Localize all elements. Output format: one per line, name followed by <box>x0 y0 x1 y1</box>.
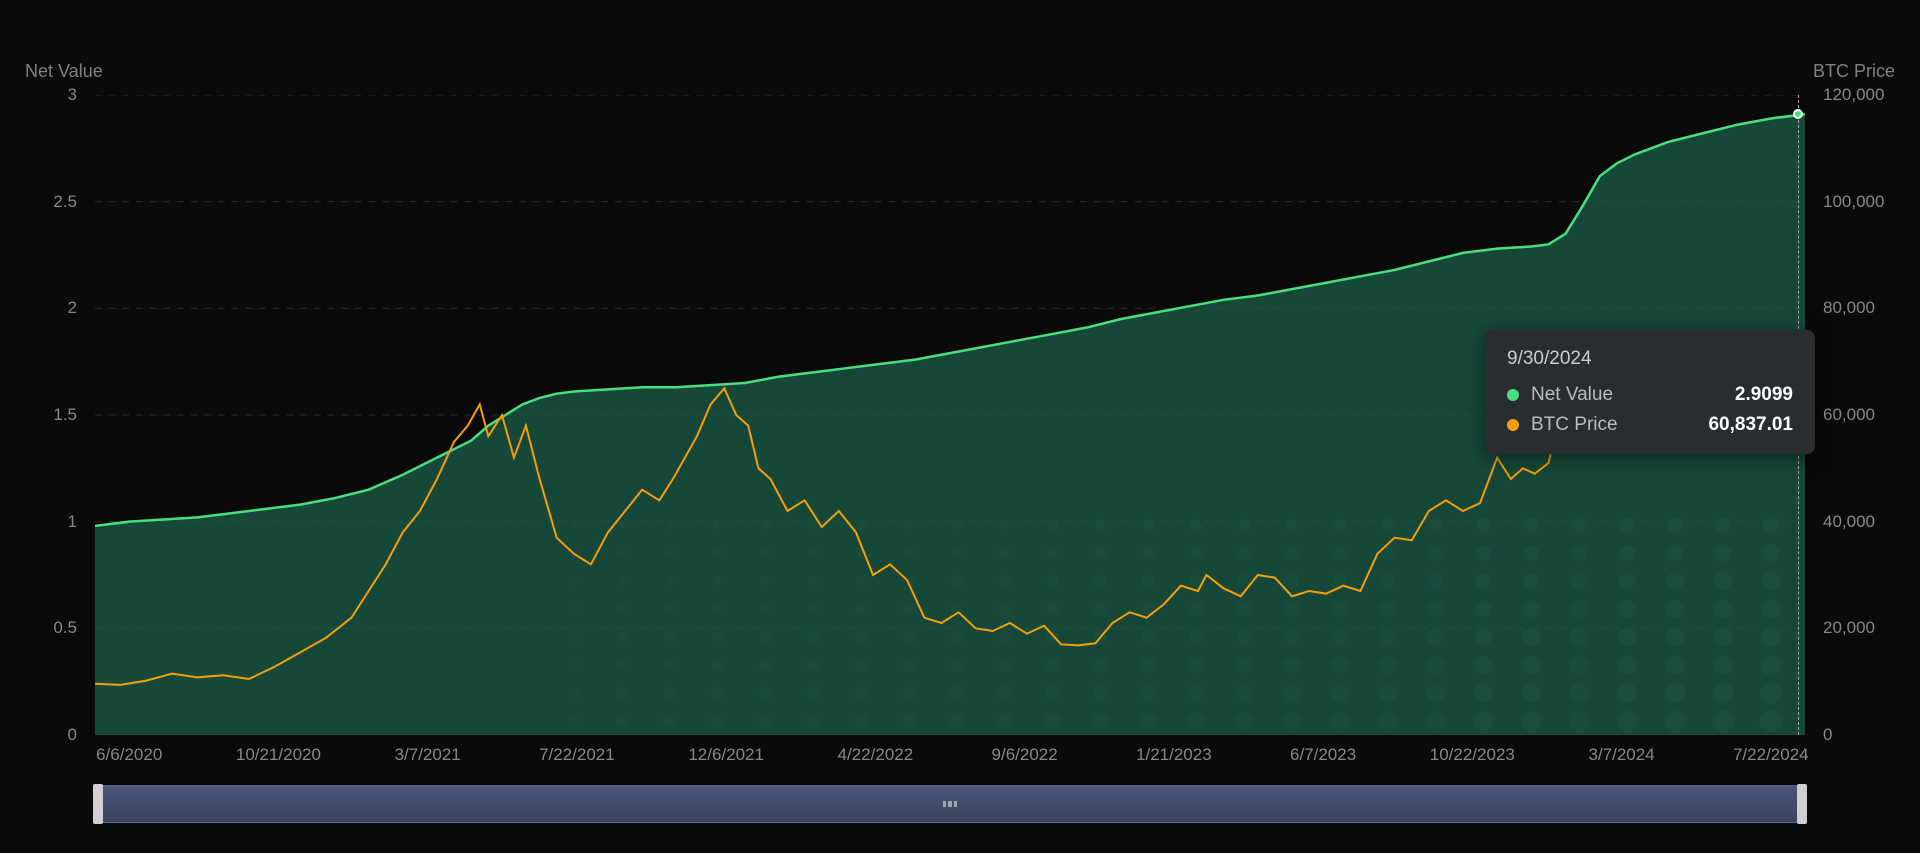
scrubber-handle-right[interactable] <box>1797 784 1807 824</box>
y-right-tick: 40,000 <box>1823 512 1875 532</box>
y-left-tick: 1.5 <box>53 405 77 425</box>
x-tick: 1/21/2023 <box>1136 745 1212 765</box>
x-tick: 6/7/2023 <box>1290 745 1356 765</box>
y-right-tick-labels: 020,00040,00060,00080,000100,000120,000 <box>1815 95 1895 735</box>
x-tick-labels: 6/6/2020 10/21/2020 3/7/2021 7/22/2021 12/6/… <box>95 745 1805 770</box>
x-tick: 3/7/2024 <box>1588 745 1654 765</box>
x-tick: 7/22/2021 <box>539 745 615 765</box>
x-tick: 9/6/2022 <box>992 745 1058 765</box>
y-left-tick: 3 <box>68 85 77 105</box>
y-left-tick: 2.5 <box>53 192 77 212</box>
y-left-tick-labels: 00.511.522.53 <box>25 95 85 735</box>
scrubber-handle-left[interactable] <box>93 784 103 824</box>
x-tick: 12/6/2021 <box>688 745 764 765</box>
x-tick: 7/22/2024 <box>1733 745 1809 765</box>
legend-dot <box>1507 419 1519 431</box>
y-right-tick: 120,000 <box>1823 85 1884 105</box>
x-tick: 10/21/2020 <box>236 745 321 765</box>
x-tick: 3/7/2021 <box>395 745 461 765</box>
y-left-tick: 0 <box>68 725 77 745</box>
y-right-tick: 0 <box>1823 725 1832 745</box>
x-tick: 10/22/2023 <box>1430 745 1515 765</box>
scrubber-grip[interactable] <box>943 801 957 807</box>
tooltip-label: BTC Price <box>1531 414 1678 436</box>
legend-dot <box>1507 389 1519 401</box>
tooltip-label: Net Value <box>1531 384 1705 406</box>
y-left-tick: 0.5 <box>53 618 77 638</box>
y-left-tick: 2 <box>68 298 77 318</box>
cursor-marker <box>1793 109 1803 119</box>
y-left-axis-title: Net Value <box>25 61 103 82</box>
tooltip-date: 9/30/2024 <box>1507 348 1793 370</box>
y-left-tick: 1 <box>68 512 77 532</box>
y-right-tick: 100,000 <box>1823 192 1884 212</box>
tooltip-value: 60,837.01 <box>1708 414 1793 436</box>
time-range-scrubber[interactable] <box>95 785 1805 823</box>
y-right-tick: 60,000 <box>1823 405 1875 425</box>
tooltip-row: Net Value 2.9099 <box>1507 384 1793 406</box>
tooltip-row: BTC Price 60,837.01 <box>1507 414 1793 436</box>
x-tick: 4/22/2022 <box>838 745 914 765</box>
y-right-tick: 20,000 <box>1823 618 1875 638</box>
y-right-axis-title: BTC Price <box>1813 61 1895 82</box>
chart-container: Net Value BTC Price 0 0.5 1 1.5 2 2.5 3 0 20,00… <box>25 25 1895 828</box>
y-right-tick: 80,000 <box>1823 298 1875 318</box>
hover-tooltip: 9/30/2024 Net Value 2.9099 BTC Price 60,837… <box>1485 330 1815 454</box>
x-tick: 6/6/2020 <box>96 745 162 765</box>
tooltip-value: 2.9099 <box>1735 384 1793 406</box>
